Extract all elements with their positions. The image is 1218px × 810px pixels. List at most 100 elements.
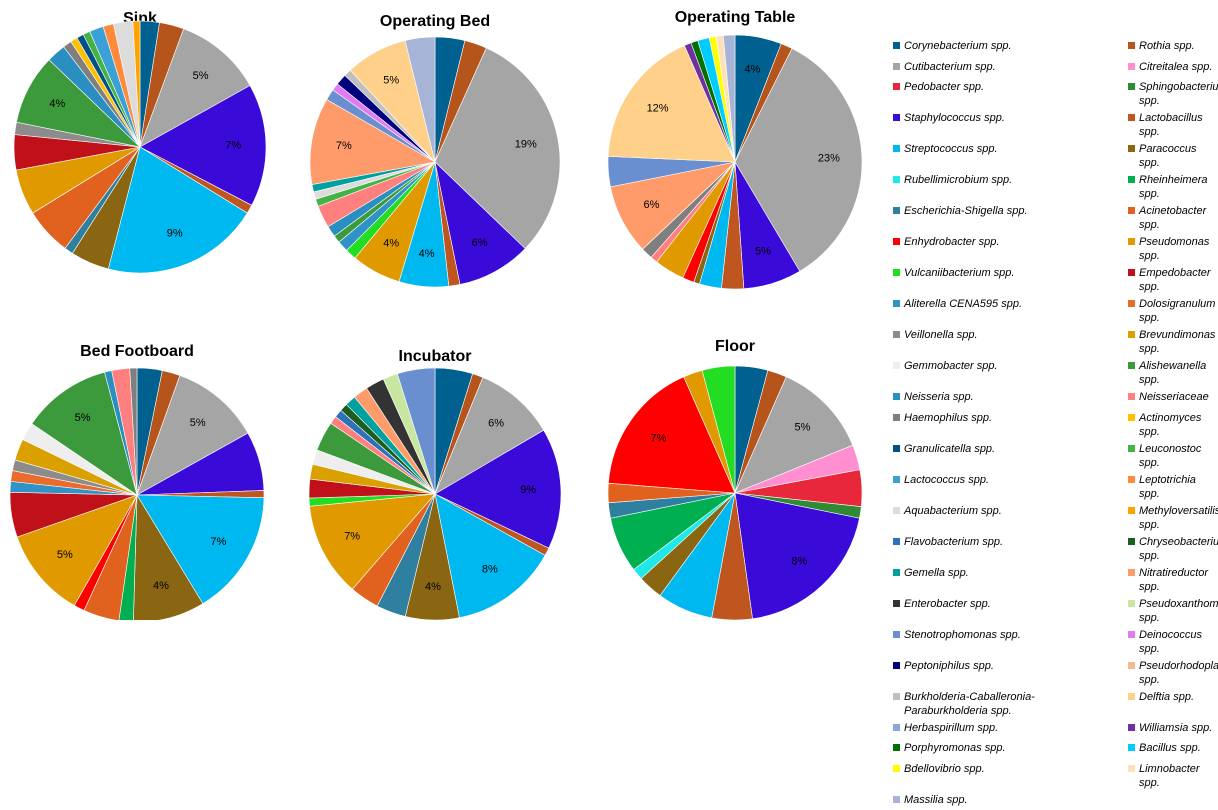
legend-item: Flavobacterium spp. (893, 532, 1043, 563)
legend-label: Bacillus spp. (1139, 741, 1201, 755)
legend-swatch (893, 414, 900, 421)
legend-swatch (1128, 269, 1135, 276)
data-label: 5% (383, 74, 399, 86)
legend-swatch (893, 476, 900, 483)
data-label: 4% (419, 248, 435, 260)
legend-label: Rubellimicrobium spp. (904, 173, 1012, 187)
legend-label: Neisseriaceae (1139, 390, 1209, 404)
legend-item: Lactococcus spp. (893, 470, 1043, 501)
legend-item: Chryseobacterium spp. (1128, 532, 1213, 563)
legend-item: Sphingobacterium spp. (1128, 77, 1213, 108)
data-label: 4% (425, 581, 441, 593)
data-label: 4% (383, 237, 399, 249)
legend-item: Rubellimicrobium spp. (893, 170, 1043, 201)
legend-label: Limnobacter spp. (1139, 762, 1213, 790)
legend-label: Herbaspirillum spp. (904, 721, 998, 735)
legend-item: Gemmobacter spp. (893, 356, 1043, 387)
data-label: 12% (647, 103, 669, 115)
data-label: 6% (488, 418, 504, 430)
legend-swatch (893, 269, 900, 276)
legend-item: Empedobacter spp. (1128, 263, 1213, 294)
legend-item: Burkholderia-Caballeronia-Paraburkholder… (893, 687, 1043, 718)
legend-swatch (1128, 300, 1135, 307)
legend-label: Enhydrobacter spp. (904, 235, 999, 249)
legend-label: Delftia spp. (1139, 690, 1194, 704)
legend-label: Pseudorhodoplanes spp. (1139, 659, 1218, 687)
legend-swatch (893, 63, 900, 70)
legend-swatch (1128, 331, 1135, 338)
legend-item: Paracoccus spp. (1128, 139, 1213, 170)
legend-label: Acinetobacter spp. (1139, 204, 1213, 232)
legend-swatch (893, 300, 900, 307)
legend-label: Haemophilus spp. (904, 411, 992, 425)
legend-label: Enterobacter spp. (904, 597, 991, 611)
legend-item: Peptoniphilus spp. (893, 656, 1043, 687)
legend-item: Porphyromonas spp. (893, 738, 1043, 759)
legend-label: Pseudoxanthomonas spp. (1139, 597, 1218, 625)
legend-label: Citreitalea spp. (1139, 60, 1212, 74)
legend-label: Neisseria spp. (904, 390, 974, 404)
data-label: 7% (210, 536, 226, 548)
legend-item: Deinococcus spp. (1128, 625, 1213, 656)
data-label: 8% (791, 555, 807, 567)
legend-swatch (893, 507, 900, 514)
legend-swatch (893, 145, 900, 152)
legend-swatch (1128, 114, 1135, 121)
legend-swatch (893, 331, 900, 338)
legend-label: Lactococcus spp. (904, 473, 989, 487)
data-label: 5% (755, 246, 771, 258)
legend-label: Alishewanella spp. (1139, 359, 1213, 387)
legend-label: Dolosigranulum spp. (1139, 297, 1215, 325)
legend-item: Herbaspirillum spp. (893, 718, 1043, 739)
legend-swatch (893, 393, 900, 400)
data-label: 7% (225, 140, 241, 152)
legend-item: Veillonella spp. (893, 325, 1043, 356)
legend-item: Rothia spp. (1128, 36, 1213, 57)
legend-swatch (893, 724, 900, 731)
legend-swatch (1128, 83, 1135, 90)
legend-swatch (893, 538, 900, 545)
legend-swatch (893, 445, 900, 452)
legend-item: Dolosigranulum spp. (1128, 294, 1213, 325)
legend-swatch (893, 796, 900, 803)
legend-swatch (1128, 207, 1135, 214)
legend-swatch (1128, 362, 1135, 369)
legend-label: Aliterella CENA595 spp. (904, 297, 1022, 311)
legend-label: Flavobacterium spp. (904, 535, 1003, 549)
legend-item: Pseudomonas spp. (1128, 232, 1213, 263)
legend-item: Delftia spp. (1128, 687, 1213, 718)
legend-swatch (1128, 600, 1135, 607)
legend-label: Chryseobacterium spp. (1139, 535, 1218, 563)
legend-swatch (893, 42, 900, 49)
legend: Corynebacterium spp.Rothia spp.Cutibacte… (893, 36, 1213, 810)
legend-item: Bdellovibrio spp. (893, 759, 1043, 790)
legend-label: Deinococcus spp. (1139, 628, 1213, 656)
legend-swatch (893, 114, 900, 121)
chart-title: Operating Bed (380, 13, 490, 30)
legend-label: Stenotrophomonas spp. (904, 628, 1021, 642)
legend-swatch (1128, 176, 1135, 183)
legend-item: Cutibacterium spp. (893, 57, 1043, 78)
legend-swatch (1128, 63, 1135, 70)
legend-label: Empedobacter spp. (1139, 266, 1213, 294)
legend-label: Brevundimonas spp. (1139, 328, 1215, 356)
legend-swatch (893, 238, 900, 245)
legend-label: Rheinheimera spp. (1139, 173, 1213, 201)
data-label: 4% (153, 580, 169, 592)
legend-item: Aquabacterium spp. (893, 501, 1043, 532)
legend-swatch (893, 83, 900, 90)
data-label: 23% (818, 153, 840, 165)
legend-swatch (1128, 507, 1135, 514)
legend-swatch (893, 631, 900, 638)
legend-swatch (1128, 662, 1135, 669)
legend-item: Williamsia spp. (1128, 718, 1213, 739)
legend-item: Nitratireductor spp. (1128, 563, 1213, 594)
legend-item: Brevundimonas spp. (1128, 325, 1213, 356)
legend-item: Methyloversatilis spp. (1128, 501, 1213, 532)
legend-item: Leuconostoc spp. (1128, 439, 1213, 470)
legend-item: Escherichia-Shigella spp. (893, 201, 1043, 232)
legend-label: Leptotrichia spp. (1139, 473, 1213, 501)
legend-label: Peptoniphilus spp. (904, 659, 994, 673)
legend-item: Alishewanella spp. (1128, 356, 1213, 387)
